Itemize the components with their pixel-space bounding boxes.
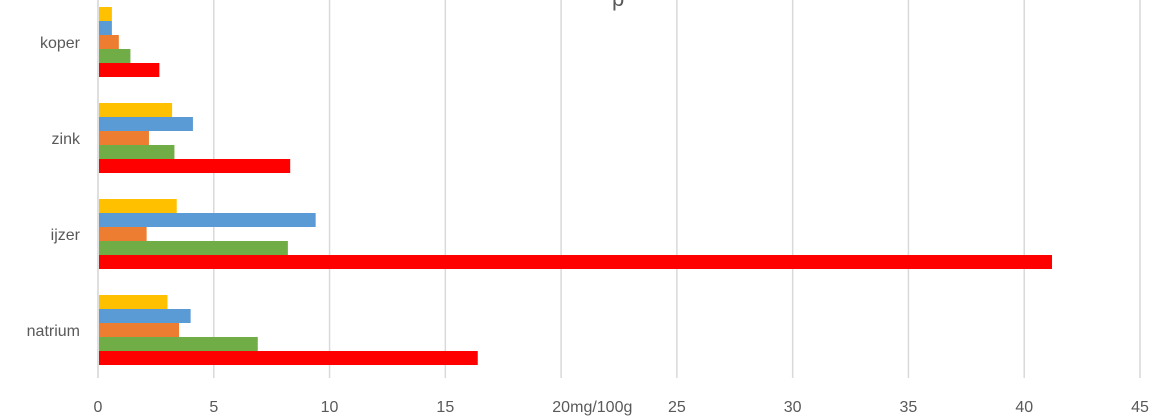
bar-zink-series-3 xyxy=(99,131,149,145)
category-axis-labels: natrium ijzer zink koper xyxy=(27,35,81,340)
category-label-zink: zink xyxy=(52,131,81,148)
bar-natrium-series-5 xyxy=(99,295,168,309)
bar-natrium-series-2 xyxy=(99,337,258,351)
chart-title-fragment: p xyxy=(612,0,624,11)
bar-ijzer-series-4 xyxy=(99,213,316,227)
category-label-natrium: natrium xyxy=(27,323,80,340)
category-label-koper: koper xyxy=(40,35,81,52)
bar-koper-series-4 xyxy=(99,21,112,35)
bar-zink-series-4 xyxy=(99,117,193,131)
bar-ijzer-series-1 xyxy=(99,255,1053,269)
bar-ijzer-series-5 xyxy=(99,199,177,213)
x-tick-label: 10 xyxy=(321,399,339,416)
x-tick-label: 40 xyxy=(1015,399,1033,416)
bar-zink-series-5 xyxy=(99,103,173,117)
bar-natrium-series-4 xyxy=(99,309,191,323)
x-tick-label: 35 xyxy=(900,399,918,416)
value-axis-ticks: 0 5 10 15 20 25 30 35 40 45 xyxy=(94,399,1149,416)
bar-zink-series-1 xyxy=(99,159,291,173)
bar-koper-series-2 xyxy=(99,49,131,63)
bar-natrium-series-1 xyxy=(99,351,478,365)
bar-ijzer-series-3 xyxy=(99,227,147,241)
x-tick-label: 15 xyxy=(436,399,454,416)
x-tick-label: 30 xyxy=(784,399,802,416)
gridlines xyxy=(213,0,1141,378)
x-axis-unit-label: mg/100g xyxy=(570,399,632,416)
bar-koper-series-5 xyxy=(99,7,112,21)
category-label-ijzer: ijzer xyxy=(51,227,81,244)
x-tick-label: 45 xyxy=(1131,399,1149,416)
bar-ijzer-series-2 xyxy=(99,241,288,255)
bar-koper-series-1 xyxy=(99,63,160,77)
x-tick-label: 0 xyxy=(94,399,103,416)
bar-koper-series-3 xyxy=(99,35,119,49)
x-tick-label: 25 xyxy=(668,399,686,416)
x-tick-label: 5 xyxy=(209,399,218,416)
bar-zink-series-2 xyxy=(99,145,175,159)
bar-natrium-series-3 xyxy=(99,323,180,337)
x-tick-label: 20 xyxy=(552,399,570,416)
bars xyxy=(99,7,1053,365)
